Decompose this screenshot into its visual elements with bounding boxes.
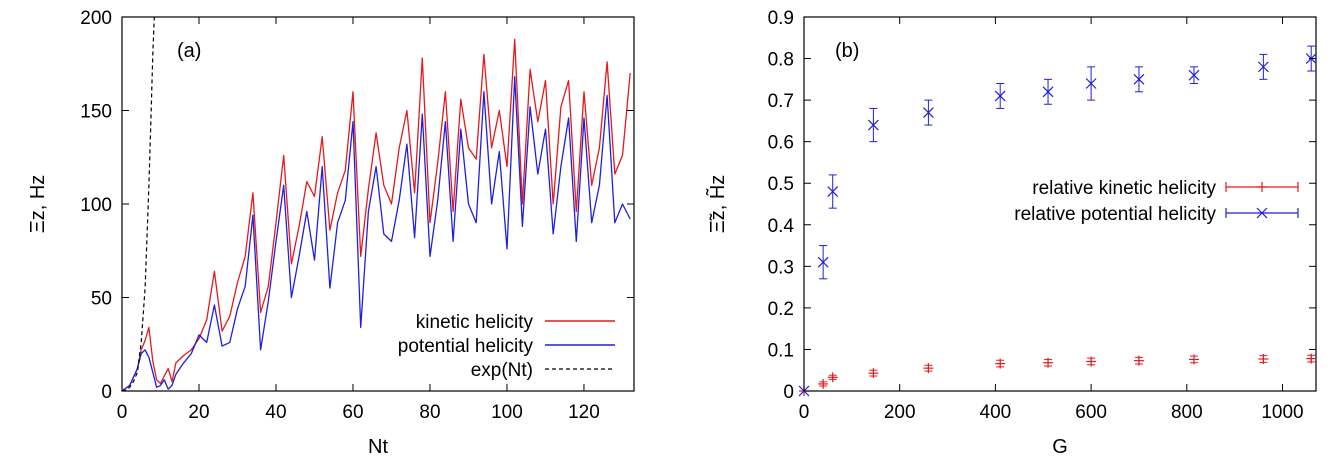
data-point-relative-potential-helicity (1085, 66, 1097, 101)
data-point-relative-kinetic-helicity (1306, 353, 1317, 364)
panel-a-y-ticks: 0 50 100 150 200 (80, 8, 634, 403)
legend-label-potential-helicity: potential helicity (398, 336, 534, 357)
y-tick-label: 0.8 (768, 50, 794, 71)
x-tick-label: 40 (265, 402, 286, 423)
x-tick-label: 0 (117, 402, 128, 423)
x-tick-label: 80 (419, 402, 440, 423)
series-line-potential-helicity (121, 76, 631, 392)
y-tick-label: 0.7 (768, 91, 794, 112)
data-point-relative-potential-helicity (1133, 66, 1145, 93)
data-point-relative-kinetic-helicity (1133, 355, 1144, 366)
y-tick-label: 0.3 (768, 257, 794, 278)
data-point-relative-potential-helicity (1188, 66, 1200, 84)
panel-b: 0 200 400 600 800 1000 0 0.1 0.2 0.3 0.4 0.5 0.6 0.7… (706, 8, 1317, 458)
panel-b-legend: relative kinetic helicity relative poten… (1014, 178, 1299, 225)
y-tick-label: 0 (783, 382, 794, 403)
y-tick-label: 100 (80, 195, 112, 216)
data-point-relative-kinetic-helicity (995, 358, 1006, 369)
panel-a-x-ticks: 0 20 40 60 80 100 120 (117, 17, 600, 423)
legend-label-relative-potential-helicity: relative potential helicity (1014, 204, 1216, 225)
x-tick-label: 120 (568, 402, 600, 423)
data-point-relative-potential-helicity (922, 99, 934, 126)
panel-a-legend: kinetic helicity potential helicity exp(… (398, 312, 615, 381)
x-tick-label: 600 (1075, 402, 1107, 423)
legend-swatch-relative-potential-helicity (1225, 207, 1299, 219)
legend-label-kinetic-helicity: kinetic helicity (416, 312, 534, 333)
legend-swatch-relative-kinetic-helicity (1225, 182, 1299, 192)
series-line-kinetic-helicity (121, 38, 631, 392)
data-point-relative-potential-helicity (1042, 78, 1054, 105)
data-point-relative-kinetic-helicity (868, 368, 879, 379)
data-point-relative-potential-helicity (827, 174, 839, 209)
y-tick-label: 0.5 (768, 174, 794, 195)
y-tick-label: 0.2 (768, 299, 794, 320)
legend-label-exp-nt: exp(Nt) (471, 360, 533, 381)
data-point-relative-kinetic-helicity (923, 363, 934, 374)
x-tick-label: 200 (884, 402, 916, 423)
data-point-relative-potential-helicity (994, 82, 1006, 109)
x-tick-label: 1000 (1261, 402, 1303, 423)
y-tick-label: 0 (101, 382, 112, 403)
legend-label-relative-kinetic-helicity: relative kinetic helicity (1032, 178, 1216, 199)
panel-b-y-axis-label: Ξ̃z, H̃z (706, 175, 729, 234)
y-tick-label: 0.4 (768, 216, 795, 237)
panel-a: 0 20 40 60 80 100 120 0 50 100 150 200 (a) Nt Ξz, … (27, 8, 635, 458)
panel-b-x-ticks: 0 200 400 600 800 1000 (799, 17, 1304, 423)
series-line-exp-nt (121, 16, 155, 392)
y-tick-label: 0.6 (768, 133, 794, 154)
data-point-relative-potential-helicity (1257, 53, 1269, 80)
panel-b-x-axis-label: G (1052, 436, 1068, 458)
x-tick-label: 400 (980, 402, 1012, 423)
x-tick-label: 100 (491, 402, 523, 423)
panel-a-x-axis-label: Nt (368, 436, 388, 458)
x-tick-label: 20 (188, 402, 209, 423)
panel-b-y-ticks: 0 0.1 0.2 0.3 0.4 0.5 0.6 0.7 0.8 0.9 (768, 8, 1316, 403)
data-point-relative-potential-helicity (817, 245, 829, 280)
y-tick-label: 0.9 (768, 8, 794, 29)
y-tick-label: 200 (80, 8, 112, 29)
panel-b-plot-frame (803, 16, 1317, 392)
data-point-relative-kinetic-helicity (827, 372, 838, 383)
y-tick-label: 0.1 (768, 340, 794, 361)
data-point-relative-potential-helicity (867, 107, 879, 143)
data-point-relative-kinetic-helicity (1258, 354, 1269, 365)
data-point-relative-kinetic-helicity (818, 378, 829, 389)
panel-a-series-group (121, 16, 631, 392)
x-tick-label: 800 (1171, 402, 1203, 423)
panel-a-y-axis-label: Ξz, Hz (27, 175, 49, 234)
data-point-relative-kinetic-helicity (1188, 354, 1199, 365)
panel-a-label: (a) (177, 40, 201, 62)
x-tick-label: 0 (799, 402, 810, 423)
data-point-relative-kinetic-helicity (1086, 356, 1097, 367)
panel-b-label: (b) (835, 40, 859, 62)
data-point-relative-kinetic-helicity (1043, 357, 1054, 368)
x-tick-label: 60 (342, 402, 363, 423)
y-tick-label: 150 (80, 102, 112, 123)
y-tick-label: 50 (91, 289, 112, 310)
